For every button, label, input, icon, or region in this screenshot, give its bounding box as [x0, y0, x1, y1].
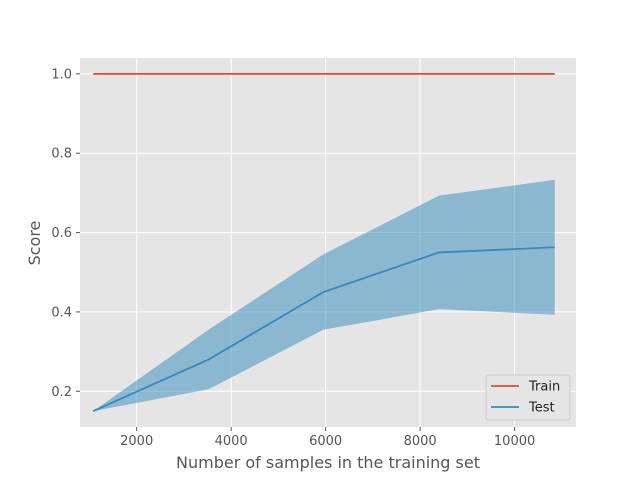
- x-tick-label: 10000: [494, 434, 535, 449]
- y-tick-label: 0.6: [51, 226, 72, 241]
- y-tick-label: 0.8: [51, 147, 72, 162]
- y-axis-ticks: 0.2 0.4 0.6 0.8 1.0: [51, 67, 80, 400]
- series-lines: [92, 72, 555, 412]
- test-series-line: [92, 246, 555, 412]
- x-axis-label: Number of samples in the training set: [176, 453, 480, 472]
- x-tick-label: 4000: [215, 434, 248, 449]
- legend-label-train: Train: [528, 380, 560, 395]
- y-axis-label: Score: [25, 221, 44, 266]
- confidence-bands: [93, 179, 555, 412]
- legend: Train Test: [485, 374, 571, 421]
- y-tick-label: 0.4: [51, 305, 72, 320]
- x-tick-label: 2000: [120, 434, 153, 449]
- legend-label-test: Test: [528, 401, 555, 416]
- x-axis-ticks: 2000 4000 6000 8000 10000: [120, 427, 535, 449]
- x-tick-label: 8000: [404, 434, 437, 449]
- test-confidence-band: [93, 179, 555, 412]
- y-tick-label: 1.0: [51, 67, 72, 82]
- x-tick-label: 6000: [309, 434, 342, 449]
- y-tick-label: 0.2: [51, 385, 72, 400]
